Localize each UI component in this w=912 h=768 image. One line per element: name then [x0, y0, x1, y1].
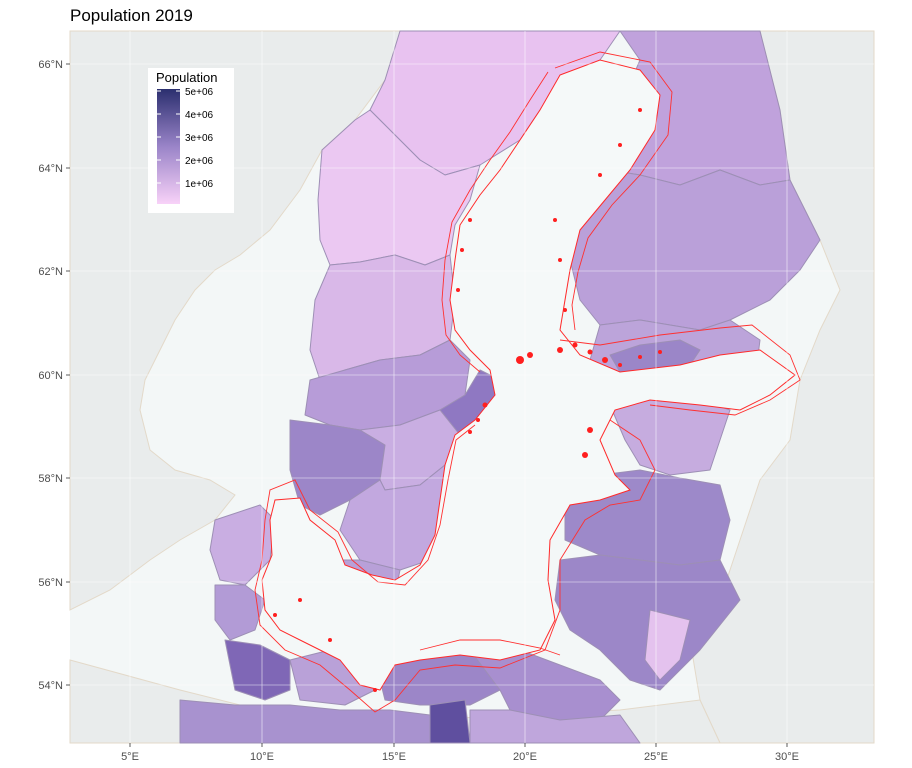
x-tick-label: 5°E — [121, 751, 139, 763]
legend-label: 4e+06 — [185, 110, 214, 121]
y-tick-label: 56°N — [38, 577, 63, 589]
map-panel: Population 5e+06 4e+06 3e+06 2e+06 1e+0 — [69, 30, 875, 744]
marine-area-outlines — [254, 51, 801, 713]
y-tick-label: 64°N — [38, 163, 63, 175]
region-poland-south-b — [429, 699, 471, 744]
region-denmark-north — [209, 504, 276, 586]
marine-outline-bothnia-west — [441, 71, 549, 373]
y-tick-label: 54°N — [38, 680, 63, 692]
y-tick-label: 58°N — [38, 473, 63, 485]
y-axis: 54°N 56°N 58°N 60°N 62°N 64°N 66°N — [38, 59, 70, 692]
marine-outline-central-baltic — [254, 419, 656, 713]
legend-colorbar — [157, 89, 180, 204]
y-tick-label: 60°N — [38, 370, 63, 382]
legend-label: 2e+06 — [185, 156, 214, 167]
chart-title: Population 2019 — [70, 6, 193, 25]
marine-outline-bothnia — [554, 51, 673, 331]
y-tick-label: 62°N — [38, 266, 63, 278]
x-tick-label: 30°E — [775, 751, 799, 763]
x-tick-label: 20°E — [513, 751, 537, 763]
marine-outline-southern-coast — [419, 639, 561, 656]
x-axis: 5°E 10°E 15°E 20°E 25°E 30°E — [121, 743, 799, 763]
marine-outline-gulf-finland — [559, 324, 801, 416]
legend-ticks — [157, 90, 180, 184]
archipelago-marks — [273, 108, 662, 692]
legend-title: Population — [156, 70, 217, 85]
y-tick-label: 66°N — [38, 59, 63, 71]
legend-label: 3e+06 — [185, 133, 214, 144]
region-vasterbotten — [317, 109, 481, 266]
region-poland-south-a — [179, 699, 431, 744]
graticule — [70, 31, 874, 743]
x-tick-label: 25°E — [644, 751, 668, 763]
legend: Population 5e+06 4e+06 3e+06 2e+06 1e+0 — [148, 68, 234, 213]
x-tick-label: 15°E — [382, 751, 406, 763]
legend-label: 1e+06 — [185, 179, 214, 190]
region-lithuania — [554, 554, 741, 691]
x-tick-label: 10°E — [250, 751, 274, 763]
region-jutland — [214, 584, 266, 641]
legend-label: 5e+06 — [185, 87, 214, 98]
region-poland-south-c — [469, 709, 641, 744]
